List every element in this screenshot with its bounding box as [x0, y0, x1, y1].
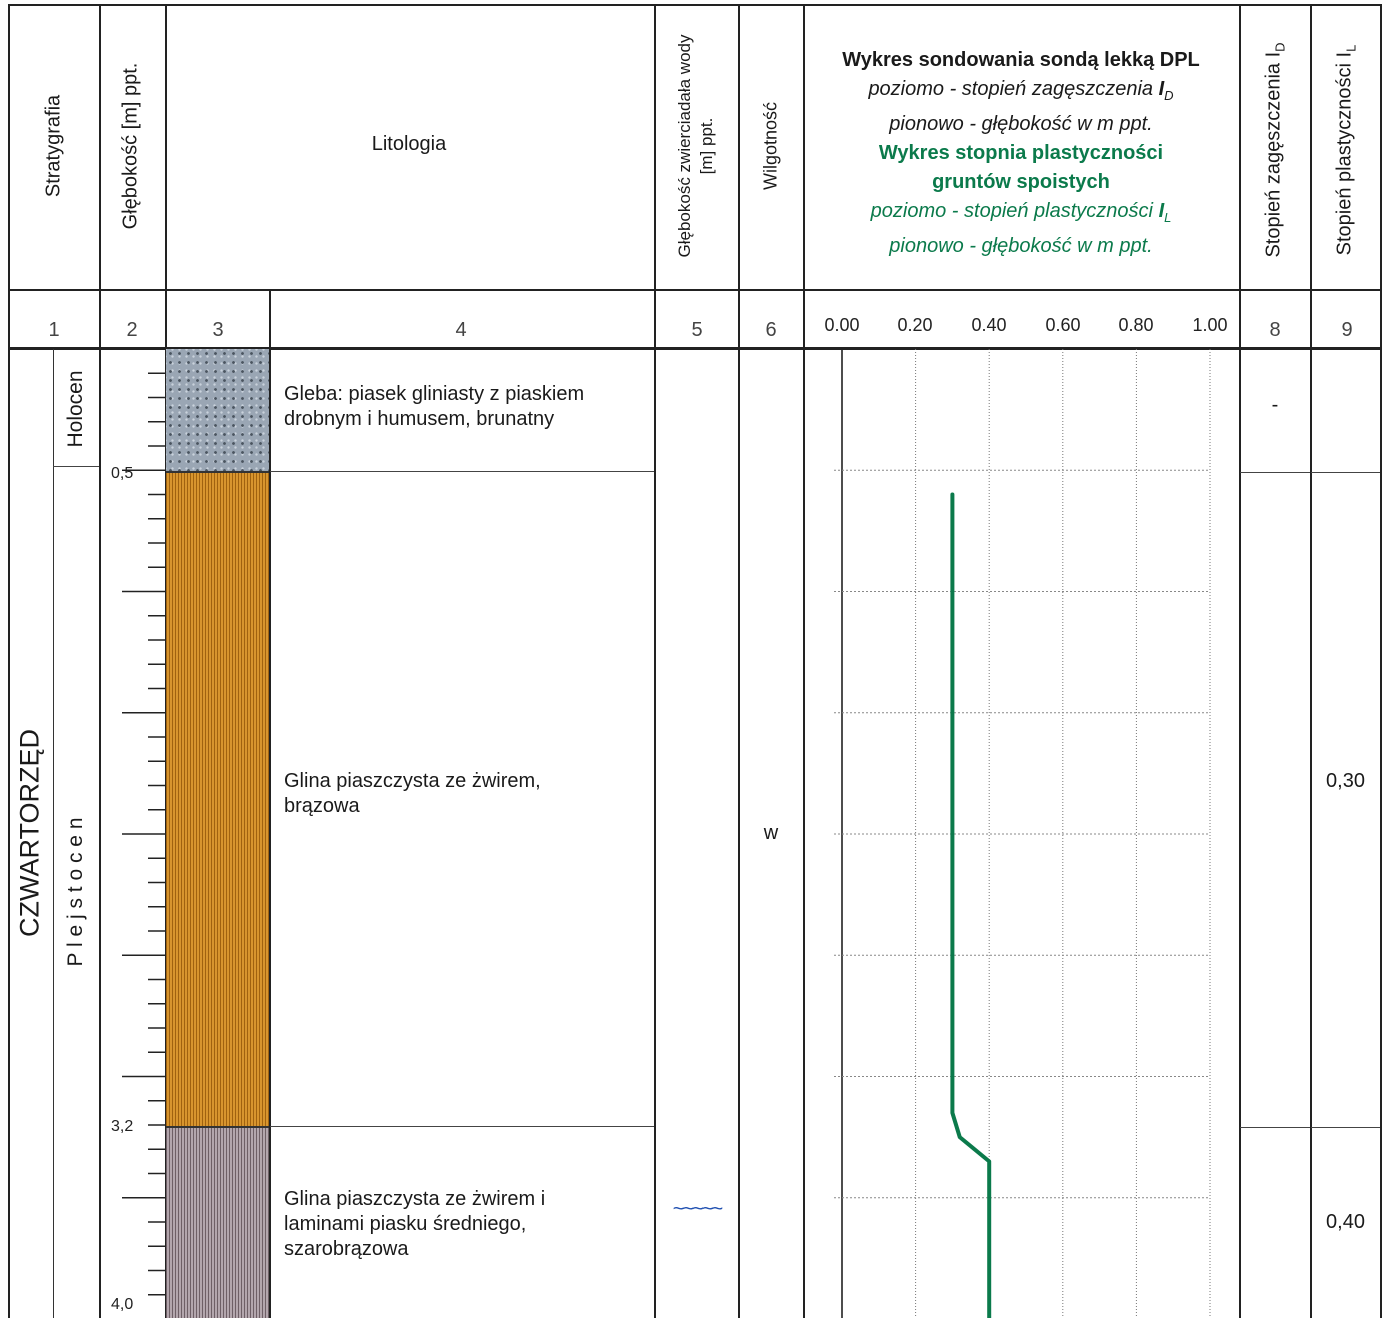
- header-zwierciadlo-line1: Głębokość zwierciadała wody: [675, 34, 694, 258]
- chart-header: Wykres sondowania sondą lekką DPL poziom…: [805, 46, 1237, 261]
- col-rule-7: [1239, 4, 1241, 1318]
- layer-2-line-1: Glina piaszczysta ze żwirem,: [284, 770, 541, 792]
- header-glebokosc: Głębokość [m] ppt.: [119, 62, 142, 230]
- colnum-1: 1: [48, 319, 60, 341]
- layer-2-description: Glina piaszczysta ze żwirem, brązowa: [284, 769, 541, 819]
- depth-label-0-5: 0,5: [111, 465, 134, 482]
- strat-sub-rule: [53, 349, 54, 1318]
- il-boundary-0-5: [1311, 472, 1380, 473]
- layer-3-line-3: szarobrązowa: [284, 1238, 409, 1260]
- axis-tick-5: 1.00: [1192, 315, 1228, 335]
- layer-1-description: Gleba: piasek gliniasty z piaskiem drobn…: [284, 382, 584, 432]
- header-zwierciadlo: Głębokość zwierciadała wody [m] ppt.: [674, 35, 718, 258]
- axis-tick-1: 0.20: [897, 315, 933, 335]
- desc-boundary-0-5: [270, 471, 654, 472]
- holocen-bottom-rule: [53, 466, 99, 467]
- lith-boundary-0-5: [166, 471, 269, 473]
- right-border: [1380, 4, 1382, 1318]
- chart-sub-2a-subscript: L: [1164, 210, 1172, 225]
- axis-tick-4: 0.80: [1118, 315, 1154, 335]
- colnum-5: 5: [691, 319, 703, 341]
- moisture-value: w: [763, 822, 779, 844]
- layer-2-line-2: brązowa: [284, 795, 360, 817]
- desc-boundary-3-2: [270, 1126, 654, 1127]
- il-boundary-3-2: [1311, 1127, 1380, 1128]
- chart-sub-1b: pionowo - głębokość w m ppt.: [889, 113, 1153, 135]
- header-col8-text: Stopień zagęszczenia I: [1262, 51, 1285, 258]
- il-series-line: [950, 492, 992, 1318]
- layer-3-line-2: laminami piasku średniego,: [284, 1213, 527, 1235]
- depth-scale: [122, 372, 165, 1296]
- header-stratygrafia: Stratygrafia: [42, 94, 65, 198]
- chart-sub-1a: poziomo - stopień zagęszczenia ID: [805, 75, 1237, 110]
- chart-sub-2a: poziomo - stopień plastyczności IL: [805, 197, 1237, 232]
- col-rule-3: [269, 289, 271, 1318]
- layer-3-description: Glina piaszczysta ze żwirem i laminami p…: [284, 1187, 545, 1262]
- body-divider: [8, 347, 1382, 350]
- header-col9: Stopień plastyczności IL: [1334, 45, 1359, 256]
- strat-era: CZWARTORZĘD: [14, 729, 45, 937]
- id-value-layer-1: -: [1271, 394, 1279, 416]
- axis-tick-3: 0.60: [1045, 315, 1081, 335]
- strat-holocen: Holocen: [64, 370, 87, 448]
- chart-sub-2a-symbol: I: [1158, 200, 1165, 222]
- left-border: [8, 4, 10, 1318]
- strat-plejstocen: P l e j s t o c e n: [64, 817, 87, 967]
- chart-sub-1a-symbol: I: [1158, 78, 1165, 100]
- chart-title-dpl: Wykres sondowania sondą lekką DPL: [842, 49, 1200, 71]
- layer-1-line-2: drobnym i humusem, brunatny: [284, 408, 555, 430]
- axis-tick-2: 0.40: [971, 315, 1007, 335]
- colnum-4: 4: [455, 319, 467, 341]
- layer-3-line-1: Glina piaszczysta ze żwirem i: [284, 1188, 546, 1210]
- chart-title-plast-a: Wykres stopnia plastyczności: [878, 142, 1164, 164]
- depth-label-3-2: 3,2: [111, 1118, 134, 1135]
- colnum-3: 3: [212, 319, 224, 341]
- colnum-6: 6: [765, 319, 777, 341]
- header-col8-subscript: D: [1272, 42, 1288, 52]
- col-rule-1: [99, 4, 101, 1318]
- col-rule-4: [654, 4, 656, 1318]
- il-value-layer-2: 0,30: [1326, 770, 1365, 792]
- col-rule-8: [1310, 4, 1312, 1318]
- header-zwierciadlo-line2: [m] ppt.: [697, 117, 716, 175]
- id-boundary-0-5: [1240, 472, 1310, 473]
- chart-sub-2b: pionowo - głębokość w m ppt.: [889, 235, 1153, 257]
- header-divider: [8, 289, 1382, 291]
- colnum-8: 8: [1269, 319, 1281, 341]
- header-col9-text: Stopień plastyczności I: [1333, 51, 1356, 256]
- axis-tick-0: 0.00: [824, 315, 860, 335]
- id-boundary-3-2: [1240, 1127, 1310, 1128]
- top-border: [8, 4, 1382, 6]
- colnum-2: 2: [126, 319, 138, 341]
- il-value-layer-3: 0,40: [1326, 1211, 1365, 1233]
- chart-title-plast-b: gruntów spoistych: [932, 171, 1110, 193]
- col-rule-5: [738, 4, 740, 1318]
- chart-sub-1a-subscript: D: [1164, 88, 1174, 103]
- colnum-9: 9: [1341, 319, 1353, 341]
- lith-pattern-clay-laminated: [166, 1127, 269, 1318]
- plasticity-chart: [834, 349, 1211, 1318]
- chart-sub-2a-text: poziomo - stopień plastyczności: [870, 200, 1159, 222]
- depth-label-4-0: 4,0: [111, 1296, 134, 1313]
- lith-pattern-clay: [166, 472, 269, 1126]
- lith-boundary-3-2: [166, 1126, 269, 1128]
- header-litologia: Litologia: [371, 133, 447, 155]
- col-rule-6: [803, 4, 805, 1318]
- chart-sub-1a-text: poziomo - stopień zagęszczenia: [868, 78, 1159, 100]
- water-table-symbol: ~~~~~: [672, 1198, 723, 1220]
- header-col9-subscript: L: [1343, 44, 1359, 52]
- lith-pattern-soil: [166, 349, 269, 471]
- header-col8: Stopień zagęszczenia ID: [1263, 42, 1288, 257]
- header-wilgotnosc: Wilgotność: [760, 101, 781, 191]
- layer-1-line-1: Gleba: piasek gliniasty z piaskiem: [284, 383, 585, 405]
